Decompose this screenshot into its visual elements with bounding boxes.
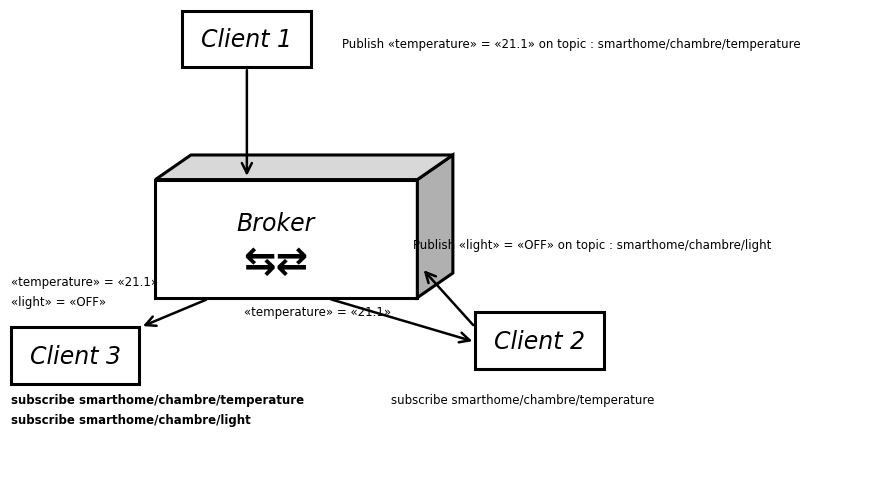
Text: Client 2: Client 2 <box>495 330 585 354</box>
Text: Broker: Broker <box>236 212 314 236</box>
Text: «temperature» = «21.1»: «temperature» = «21.1» <box>244 306 392 319</box>
Text: subscribe smarthome/chambre/light: subscribe smarthome/chambre/light <box>11 414 250 427</box>
Text: Client 3: Client 3 <box>30 345 121 369</box>
Bar <box>11 327 139 384</box>
Text: «temperature» = «21.1»: «temperature» = «21.1» <box>11 277 158 289</box>
Polygon shape <box>417 155 453 298</box>
Text: subscribe smarthome/chambre/temperature: subscribe smarthome/chambre/temperature <box>11 395 304 407</box>
Polygon shape <box>155 155 453 180</box>
Bar <box>182 11 311 67</box>
Text: Client 1: Client 1 <box>202 29 292 52</box>
Text: «light» = «OFF»: «light» = «OFF» <box>11 296 106 309</box>
Text: Publish «light» = «OFF» on topic : smarthome/chambre/light: Publish «light» = «OFF» on topic : smart… <box>413 240 772 252</box>
Bar <box>475 312 604 369</box>
Text: Publish «temperature» = «21.1» on topic : smarthome/chambre/temperature: Publish «temperature» = «21.1» on topic … <box>342 38 800 51</box>
Text: ⇆⇄: ⇆⇄ <box>242 244 308 282</box>
Bar <box>155 180 417 298</box>
Text: subscribe smarthome/chambre/temperature: subscribe smarthome/chambre/temperature <box>391 395 654 407</box>
